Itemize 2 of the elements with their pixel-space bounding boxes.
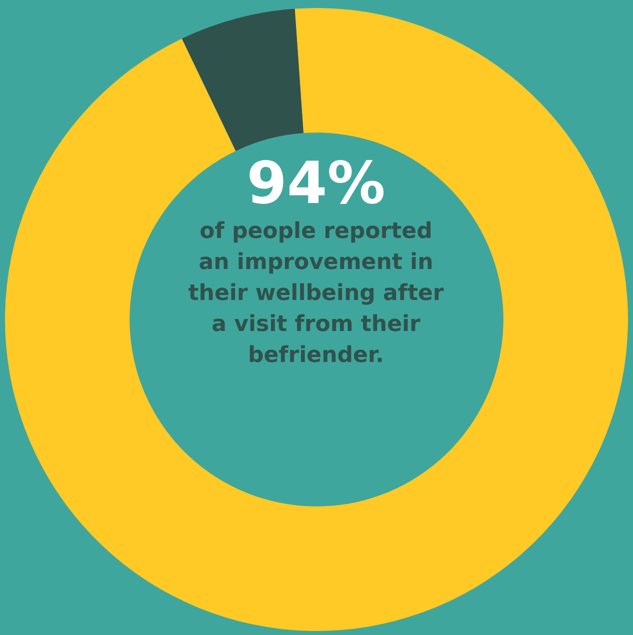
text: 94% <box>246 149 386 217</box>
text: of people reported an improvement in their wellbeing after a visit from their befriender. <box>187 218 445 370</box>
